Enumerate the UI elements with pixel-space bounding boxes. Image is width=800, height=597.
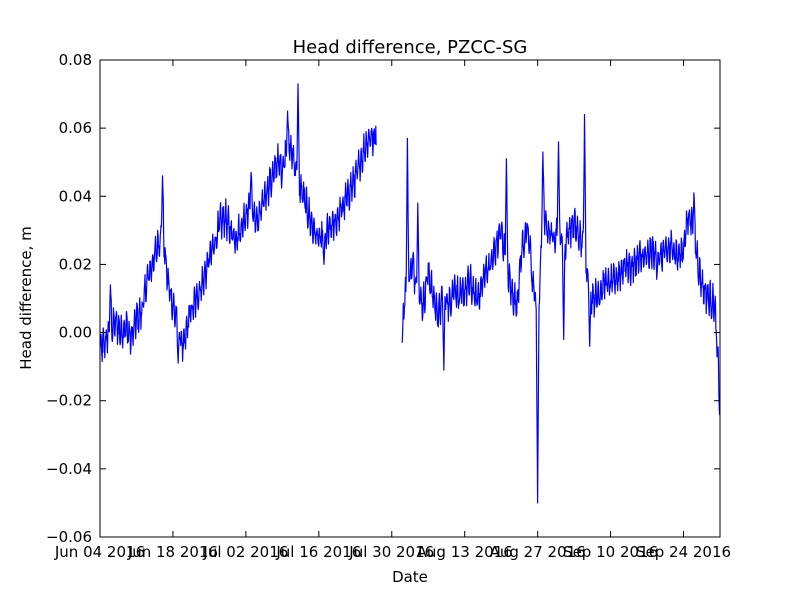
x-tick-label: Jun 04 2016 — [54, 543, 145, 561]
x-tick-label: Aug 27 2016 — [490, 543, 586, 561]
y-tick-label: 0.00 — [59, 324, 92, 342]
x-tick-label: Jun 18 2016 — [127, 543, 218, 561]
data-line-layer — [100, 83, 720, 504]
y-axis-ticks: −0.06 −0.04 −0.02 0.00 0.02 0.04 0.06 0.08 — [46, 51, 720, 546]
y-tick-label: −0.04 — [46, 460, 92, 478]
x-tick-label: Sep 10 2016 — [563, 543, 658, 561]
x-tick-label: Jul 02 2016 — [202, 543, 288, 561]
x-tick-label: Jul 16 2016 — [275, 543, 361, 561]
chart-title: Head difference, PZCC-SG — [293, 37, 528, 58]
x-tick-label: Sep 24 2016 — [636, 543, 731, 561]
y-tick-label: −0.06 — [46, 528, 92, 546]
y-tick-label: 0.06 — [59, 119, 92, 137]
y-tick-label: 0.02 — [59, 255, 92, 273]
series-line-segment — [401, 113, 720, 504]
plot-frame — [99, 59, 721, 538]
y-axis-label: Head difference, m — [17, 226, 35, 369]
y-tick-label: 0.08 — [59, 51, 92, 69]
y-tick-label: 0.04 — [59, 187, 92, 205]
x-tick-label: Jul 30 2016 — [348, 543, 434, 561]
x-tick-label: Aug 13 2016 — [417, 543, 513, 561]
y-tick-label: −0.02 — [46, 392, 92, 410]
series-line-segment — [100, 83, 377, 364]
x-axis-label: Date — [392, 568, 428, 586]
